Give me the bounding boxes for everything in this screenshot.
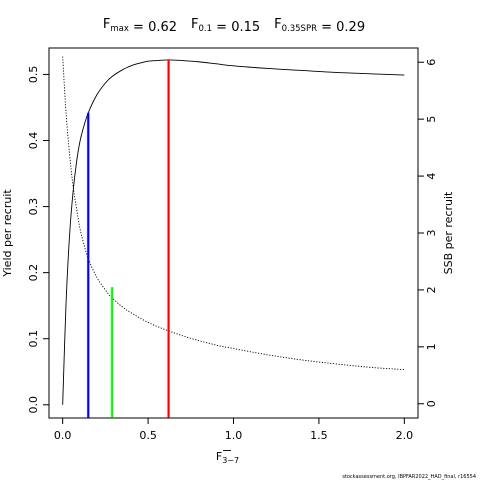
x-tick-label: 0.0: [54, 429, 72, 442]
y-left-tick-label: 0.5: [27, 66, 40, 84]
y-right-tick-label: 3: [425, 230, 438, 237]
ssb-per-recruit-line: [62, 56, 405, 371]
plot-frame: [48, 47, 419, 419]
y-left-tick-label: 0.2: [27, 264, 40, 282]
x-tick-label: 1.5: [310, 429, 328, 442]
chart-title: Fmax = 0.62 F0.1 = 0.15 F0.35SPR = 0.29: [103, 17, 365, 35]
y-left-tick-label: 0.1: [27, 330, 40, 348]
x-tick-label: 2.0: [396, 429, 414, 442]
yield-per-recruit-line: [62, 59, 405, 405]
y-right-tick-label: 4: [425, 173, 438, 180]
y-left-axis-title: Yield per recruit: [1, 189, 14, 278]
x-tick-label: 0.5: [139, 429, 157, 442]
y-right-tick-label: 0: [425, 400, 438, 407]
y-right-axis-title: SSB per recruit: [442, 191, 455, 274]
y-right-tick-label: 2: [425, 286, 438, 293]
y-left-tick-label: 0.4: [27, 132, 40, 150]
x-tick-label: 1.0: [225, 429, 243, 442]
y-left-tick-label: 0.0: [27, 396, 40, 414]
y-right-tick-label: 6: [425, 59, 438, 66]
y-left-tick-label: 0.3: [27, 198, 40, 216]
y-right-tick-label: 5: [425, 116, 438, 123]
footer-note: stockassessment.org, IBPFAR2022_HAD_fina…: [342, 474, 476, 480]
x-axis-title: F3−7: [216, 450, 239, 465]
y-right-tick-label: 1: [425, 343, 438, 350]
